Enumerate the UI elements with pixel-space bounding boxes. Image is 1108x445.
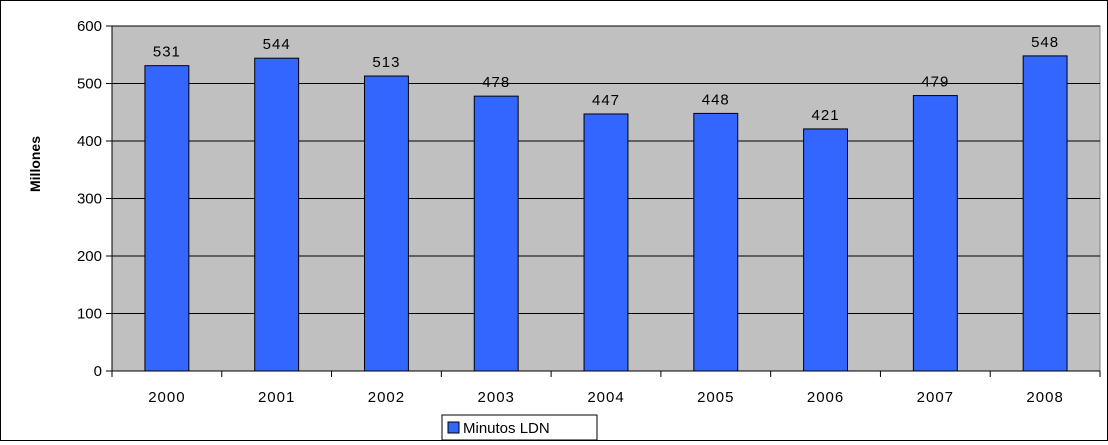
bar-2008 xyxy=(1023,56,1067,371)
x-tick-label-2003: 2003 xyxy=(478,389,515,406)
x-tick-label-2008: 2008 xyxy=(1026,389,1063,406)
bar-2001 xyxy=(255,58,299,371)
data-label-2000: 531 xyxy=(153,44,181,61)
x-tick-label-2006: 2006 xyxy=(807,389,844,406)
data-label-2003: 478 xyxy=(482,74,510,91)
bar-2005 xyxy=(694,113,738,371)
legend-label: Minutos LDN xyxy=(463,420,550,437)
data-label-2008: 548 xyxy=(1031,34,1059,51)
legend: Minutos LDN xyxy=(442,415,597,440)
y-axis: 0 100 200 300 400 500 600 xyxy=(77,18,112,380)
x-tick-label-2000: 2000 xyxy=(148,389,185,406)
data-label-2005: 448 xyxy=(702,91,730,108)
y-tick-label: 600 xyxy=(77,18,102,35)
bar-2007 xyxy=(913,96,957,371)
y-tick-label: 300 xyxy=(77,191,102,208)
y-tick-label: 100 xyxy=(77,306,102,323)
bar-2004 xyxy=(584,114,628,371)
y-tick-label: 400 xyxy=(77,133,102,150)
data-label-2006: 421 xyxy=(812,107,840,124)
bar-2000 xyxy=(145,66,189,371)
legend-swatch xyxy=(448,422,459,433)
x-tick-label-2004: 2004 xyxy=(587,389,624,406)
y-tick-label: 0 xyxy=(94,363,102,380)
data-label-2004: 447 xyxy=(592,92,620,109)
data-label-2001: 544 xyxy=(263,36,291,53)
bar-2003 xyxy=(474,96,518,371)
x-tick-label-2007: 2007 xyxy=(917,389,954,406)
y-tick-label: 500 xyxy=(77,76,102,93)
data-label-2002: 513 xyxy=(372,54,400,71)
data-label-2007: 479 xyxy=(921,74,949,91)
x-tick-label-2001: 2001 xyxy=(258,389,295,406)
y-tick-label: 200 xyxy=(77,248,102,265)
x-axis: 2000 2001 2002 2003 2004 2005 2006 2007 2008 xyxy=(112,371,1100,406)
x-tick-label-2002: 2002 xyxy=(368,389,405,406)
bar-2002 xyxy=(364,76,408,371)
bar-2006 xyxy=(804,129,848,371)
y-axis-label: Millones xyxy=(27,136,43,192)
x-tick-label-2005: 2005 xyxy=(697,389,734,406)
